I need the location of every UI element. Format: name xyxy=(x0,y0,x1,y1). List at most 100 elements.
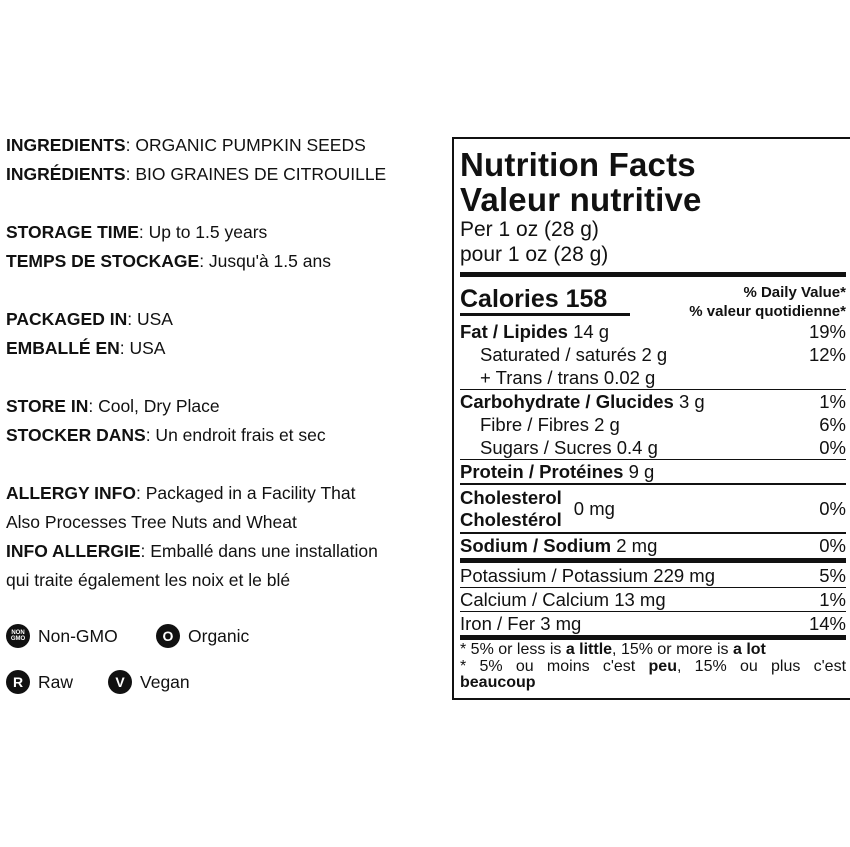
cholesterol-label-fr: Cholestérol xyxy=(460,508,562,530)
divider xyxy=(460,272,846,277)
nutrient-label: Saturated / saturés 2 g xyxy=(480,344,668,365)
info-label: TEMPS DE STOCKAGE xyxy=(6,251,200,271)
info-line: EMBALLÉ EN: USA xyxy=(6,334,446,363)
info-label: STORAGE TIME xyxy=(6,222,139,242)
carbohydrate-row: Carbohydrate / Glucides 3 g 1% xyxy=(460,390,846,413)
divider xyxy=(460,611,846,612)
spacer xyxy=(6,450,446,479)
info-value: : Un endroit frais et sec xyxy=(145,425,326,445)
calcium-row: Calcium / Calcium 13 mg 1% xyxy=(460,588,846,611)
info-label: INFO ALLERGIE xyxy=(6,541,141,561)
nutrient-label: Protein / Protéines xyxy=(460,461,624,482)
info-value: : BIO GRAINES DE CITROUILLE xyxy=(125,164,387,184)
info-line: STORE IN: Cool, Dry Place xyxy=(6,392,446,421)
nutrient-dv: 19% xyxy=(808,321,846,342)
sugars-row: Sugars / Sucres 0.4 g 0% xyxy=(460,436,846,459)
divider xyxy=(460,635,846,640)
nutrient-amount: 14 g xyxy=(567,321,610,342)
footnote-text: , 15% ou plus c'est xyxy=(676,657,847,675)
nutrient-label: Carbohydrate / Glucides xyxy=(460,391,674,412)
organic-icon: O xyxy=(156,624,180,648)
info-line: STORAGE TIME: Up to 1.5 years xyxy=(6,218,446,247)
footnote-en: * 5% or less is a little, 15% or more is… xyxy=(460,641,846,659)
nutrient-amount: 9 g xyxy=(623,461,655,482)
nutrient-dv: 5% xyxy=(819,565,846,586)
nutrient-dv: 0% xyxy=(819,535,846,556)
divider xyxy=(460,587,846,588)
divider xyxy=(460,483,846,485)
trans-row: + Trans / trans 0.02 g xyxy=(460,366,846,389)
info-line: TEMPS DE STOCKAGE: Jusqu'à 1.5 ans xyxy=(6,247,446,276)
cholesterol-label-en: Cholesterol xyxy=(460,486,562,508)
info-value: qui traite également les noix et le blé xyxy=(6,570,291,590)
nutrient-dv: 6% xyxy=(819,414,846,435)
info-value: : Emballé dans une installation xyxy=(140,541,378,561)
badge-non-gmo: NON GMO Non-GMO xyxy=(6,624,118,648)
nutrient-label: Fat / Lipides xyxy=(460,321,568,342)
nutrient-dv: 1% xyxy=(819,391,846,412)
nutrient-amount: 2 mg xyxy=(611,535,658,556)
sodium-row: Sodium / Sodium 2 mg 0% xyxy=(460,534,846,558)
vegan-icon: V xyxy=(108,670,132,694)
divider xyxy=(460,389,846,390)
non-gmo-icon: NON GMO xyxy=(6,624,30,648)
badge-label: Non-GMO xyxy=(38,625,118,646)
divider xyxy=(460,532,846,534)
nutrition-facts-table: Nutrition Facts Valeur nutritive Per 1 o… xyxy=(452,137,850,700)
nutrient-label: Potassium / Potassium 229 mg xyxy=(460,565,715,586)
badge-label: Vegan xyxy=(140,671,190,692)
nutrition-title-en: Nutrition Facts xyxy=(460,146,696,183)
nutrient-dv: 12% xyxy=(808,344,846,365)
footnote-text: , 15% or more is xyxy=(612,641,733,658)
footnote-text: * 5% or less is xyxy=(460,641,566,658)
info-value: : Cool, Dry Place xyxy=(88,396,220,416)
nutrient-label: Calcium / Calcium 13 mg xyxy=(460,589,666,610)
info-label: STOCKER DANS xyxy=(6,425,146,445)
info-label: STORE IN xyxy=(6,396,89,416)
info-label: EMBALLÉ EN xyxy=(6,338,120,358)
iron-row: Iron / Fer 3 mg 14% xyxy=(460,612,846,635)
info-value: : USA xyxy=(127,309,173,329)
footnote: * 5% or less is a little, 15% or more is… xyxy=(460,640,846,692)
calories: Calories 158 xyxy=(460,277,630,316)
info-value: : USA xyxy=(119,338,166,358)
nutrient-amount: 3 g xyxy=(673,391,705,412)
nutrient-amount: 0 mg xyxy=(573,497,615,519)
info-line: INGRÉDIENTS: BIO GRAINES DE CITROUILLE xyxy=(6,160,446,189)
spacer xyxy=(6,276,446,305)
spacer xyxy=(6,363,446,392)
info-line: PACKAGED IN: USA xyxy=(6,305,446,334)
daily-value-header: % Daily Value* % valeur quotidienne* xyxy=(689,277,846,321)
raw-icon: R xyxy=(6,670,30,694)
nutrient-dv: 1% xyxy=(819,589,846,610)
fat-row: Fat / Lipides 14 g 19% xyxy=(460,320,846,343)
footnote-text: peu xyxy=(648,657,677,675)
dv-header-fr: % valeur quotidienne* xyxy=(689,303,846,320)
nutrient-label: + Trans / trans 0.02 g xyxy=(480,367,656,388)
nutrient-label: Fibre / Fibres 2 g xyxy=(480,414,620,435)
footnote-text: beaucoup xyxy=(460,674,536,691)
info-label: INGRÉDIENTS xyxy=(6,164,126,184)
info-value: : Packaged in a Facility That xyxy=(135,483,356,503)
info-value: : ORGANIC PUMPKIN SEEDS xyxy=(125,135,366,155)
info-line: INFO ALLERGIE: Emballé dans une installa… xyxy=(6,537,446,566)
divider xyxy=(460,558,846,563)
potassium-row: Potassium / Potassium 229 mg 5% xyxy=(460,563,846,587)
footnote-text: a little xyxy=(565,641,613,658)
info-value: : Up to 1.5 years xyxy=(138,222,268,242)
info-value: Also Processes Tree Nuts and Wheat xyxy=(6,512,297,532)
badge-organic: O Organic xyxy=(156,624,249,648)
info-line: Also Processes Tree Nuts and Wheat xyxy=(6,508,446,537)
serving-size-en: Per 1 oz (28 g) xyxy=(460,218,599,241)
serving-size-fr: pour 1 oz (28 g) xyxy=(460,243,609,266)
spacer xyxy=(6,189,446,218)
info-line: qui traite également les noix et le blé xyxy=(6,566,446,595)
nutrient-label: Sodium / Sodium xyxy=(460,535,612,556)
nutrient-dv: 14% xyxy=(808,613,846,634)
badge-label: Organic xyxy=(188,625,250,646)
divider xyxy=(460,459,846,460)
badge-raw: R Raw xyxy=(6,670,73,694)
product-info: INGREDIENTS: ORGANIC PUMPKIN SEEDS INGRÉD… xyxy=(6,131,446,595)
footnote-text: * 5% ou moins c'est xyxy=(460,657,649,675)
badge-vegan: V Vegan xyxy=(108,670,190,694)
